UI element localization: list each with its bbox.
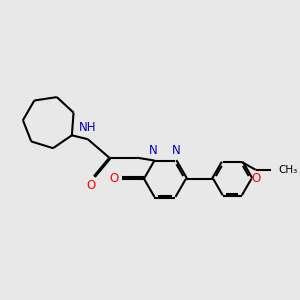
Text: CH₃: CH₃ [278, 165, 297, 175]
Text: N: N [172, 144, 181, 157]
Text: O: O [251, 172, 260, 185]
Text: NH: NH [79, 121, 97, 134]
Text: O: O [87, 179, 96, 192]
Text: O: O [110, 172, 118, 185]
Text: N: N [149, 144, 158, 157]
